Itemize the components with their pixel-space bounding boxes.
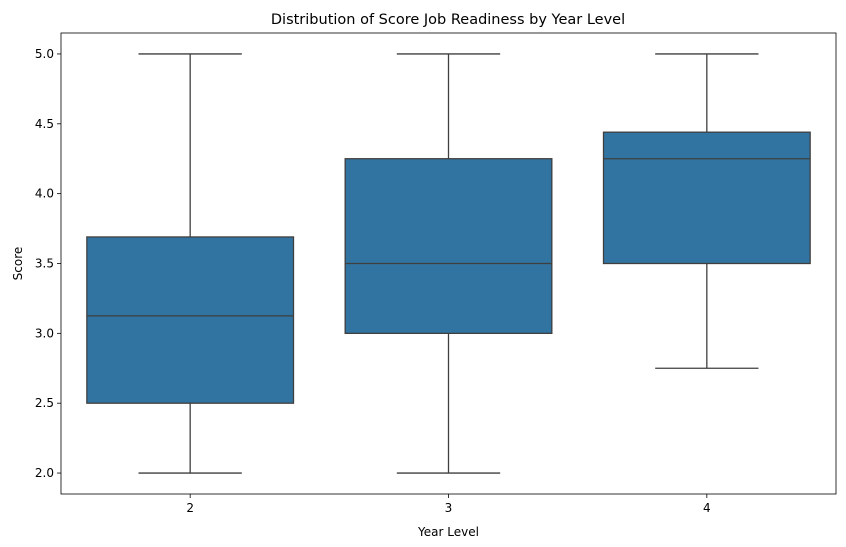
box-group-4 <box>602 53 811 369</box>
y-tick-label: 4.5 <box>35 117 54 131</box>
y-tick-label: 5.0 <box>35 47 54 61</box>
y-axis-label: Score <box>11 247 25 281</box>
box-group-2 <box>86 53 295 474</box>
y-tick-label: 2.0 <box>35 466 54 480</box>
x-axis: 2 3 4 <box>186 494 711 515</box>
y-tick-label: 2.5 <box>35 396 54 410</box>
chart-title: Distribution of Score Job Readiness by Y… <box>271 12 625 28</box>
iqr-box <box>602 131 811 265</box>
x-tick-label: 4 <box>703 501 711 515</box>
iqr-box <box>86 236 295 404</box>
x-tick-label: 3 <box>445 501 453 515</box>
iqr-box <box>344 158 553 334</box>
y-tick-label: 3.5 <box>35 257 54 271</box>
x-axis-label: Year Level <box>417 525 479 539</box>
y-tick-label: 4.0 <box>35 187 54 201</box>
plot-area <box>86 53 811 474</box>
box-group-3 <box>344 53 553 474</box>
y-tick-label: 3.0 <box>35 326 54 340</box>
y-axis: 2.0 2.5 3.0 3.5 4.0 4.5 5.0 <box>35 47 61 480</box>
x-tick-label: 2 <box>186 501 194 515</box>
